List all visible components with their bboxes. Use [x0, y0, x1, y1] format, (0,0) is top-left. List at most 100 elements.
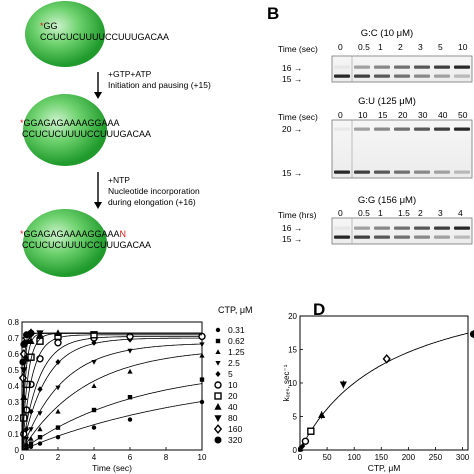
data-point	[24, 444, 29, 449]
arrow2-label-3: during elongation (+16)	[108, 197, 196, 207]
data-point	[23, 440, 30, 446]
band-label: 16	[282, 63, 292, 73]
gel3-band-16: 16 →	[282, 223, 303, 233]
gel-graphics	[331, 55, 473, 245]
y-axis-label: kₒₑₛ, sec⁻¹	[282, 364, 291, 401]
gel-band	[374, 226, 390, 230]
gel-band	[434, 74, 450, 78]
x-axis-label: CTP, μM	[368, 463, 401, 473]
legend-label: 0.62	[228, 336, 245, 346]
x-tick-label: 250	[429, 453, 443, 462]
panel-b-letter: B	[267, 4, 280, 23]
band-label: 16	[282, 223, 292, 233]
data-point	[37, 386, 43, 393]
gel-band	[394, 226, 410, 230]
plot-frame	[21, 321, 203, 451]
gel-band	[454, 127, 470, 131]
fit-curve	[21, 343, 202, 451]
gel-band	[354, 127, 370, 131]
gel-band	[334, 235, 350, 239]
data-point	[23, 426, 30, 433]
fit-curve	[21, 332, 202, 451]
step2-top-strand: *GGAGAGAAAAGGAAA	[20, 118, 120, 128]
band-label: 15	[282, 74, 292, 84]
data-point	[127, 417, 133, 422]
arrow-1-head	[94, 92, 102, 99]
gel-band	[394, 74, 410, 78]
gel-band	[414, 65, 430, 69]
label-star: *	[20, 118, 24, 128]
arrow-2-head	[94, 202, 102, 209]
panel-a-graphics	[23, 1, 107, 277]
step2-bottom-strand: CCUCUCUUUUCCUUUGACAA	[22, 129, 152, 139]
gel-band	[354, 226, 370, 230]
data-point	[127, 368, 133, 374]
fit-curve	[21, 401, 203, 451]
data-point	[91, 425, 97, 430]
data-point	[199, 377, 205, 382]
data-point	[55, 425, 61, 430]
data-point	[214, 381, 222, 389]
data-point	[213, 424, 223, 434]
gel-band	[434, 127, 450, 131]
y-tick-label: 0	[15, 446, 20, 455]
data-point	[18, 373, 28, 383]
x-tick-label: 6	[128, 453, 133, 462]
time-label: 4	[458, 208, 463, 218]
time-label: 0.5	[358, 208, 370, 218]
gel-band	[354, 235, 370, 239]
arrow2-label-1: +NTP	[108, 175, 130, 185]
data-point	[23, 436, 30, 442]
gel-band	[454, 74, 470, 78]
data-point	[19, 358, 27, 366]
gel-band	[414, 170, 430, 174]
step2-top-text: GGAGAGAAAAGGAAA	[23, 118, 120, 128]
data-point	[126, 332, 134, 341]
data-point	[91, 360, 97, 365]
time-label: 50	[458, 110, 468, 120]
gel-band	[334, 226, 350, 230]
x-tick-label: 0	[20, 453, 25, 462]
y-tick-label: 0.2	[8, 414, 20, 423]
time-label: 3	[438, 208, 443, 218]
y-tick-label: 20	[288, 312, 297, 321]
gel2-band-20: 20 →	[282, 124, 303, 134]
panel-c-legend-title: CTP, μM	[218, 305, 253, 315]
gel3-title: G:G (156 μM)	[357, 195, 417, 206]
time-label: 2	[398, 42, 403, 52]
gel-band	[454, 235, 470, 239]
data-point	[37, 435, 43, 440]
polymerase-sphere-1	[25, 1, 105, 67]
gel-band	[334, 127, 350, 131]
time-label: 10	[458, 42, 468, 52]
fit-curve	[21, 336, 202, 451]
panel-d-letter: D	[313, 300, 326, 319]
data-point	[37, 441, 43, 446]
data-point	[198, 332, 206, 341]
gel2-time-label: Time (sec)	[278, 112, 318, 122]
y-tick-label: 15	[288, 346, 297, 355]
gel-band	[454, 226, 470, 230]
data-point	[91, 383, 97, 388]
data-point	[127, 348, 133, 354]
gel3-time-label: Time (hrs)	[278, 210, 317, 220]
gel1-time-label: Time (sec)	[278, 44, 318, 54]
data-point	[214, 436, 222, 444]
data-point	[215, 371, 221, 377]
x-tick-label: 4	[92, 453, 97, 462]
gel-band	[394, 235, 410, 239]
step1-bottom-strand: CCUCUCUUUUCCUUUGACAA	[40, 32, 170, 42]
legend-label: 80	[228, 413, 238, 423]
gel-band	[374, 65, 390, 69]
step1-top-strand: *GG	[40, 21, 58, 31]
gel-band	[394, 127, 410, 131]
data-point	[469, 330, 474, 338]
data-point	[27, 329, 35, 337]
gel3-time-row: 0 0.5 1 1.5 2 3 4	[334, 208, 474, 218]
y-tick-label: 0.1	[8, 430, 20, 439]
y-tick-label: 5	[293, 413, 298, 422]
time-label: 30	[418, 110, 428, 120]
data-point	[55, 435, 61, 440]
data-point	[55, 408, 61, 414]
data-point	[19, 349, 28, 359]
